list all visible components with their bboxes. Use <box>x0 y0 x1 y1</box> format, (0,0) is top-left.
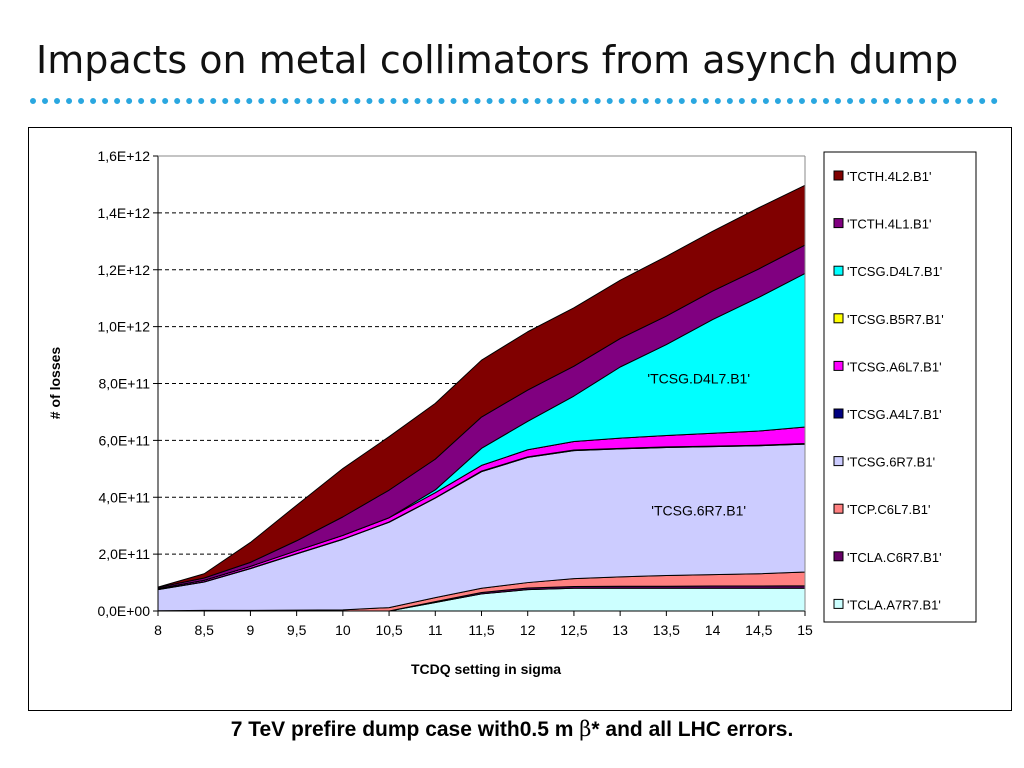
x-tick-label: 10 <box>335 622 351 638</box>
legend-label: 'TCSG.A6L7.B1' <box>847 359 942 374</box>
x-tick-label: 15 <box>797 622 813 638</box>
x-tick-label: 13,5 <box>653 622 680 638</box>
x-tick-label: 9,5 <box>287 622 307 638</box>
legend-label: 'TCSG.B5R7.B1' <box>847 312 944 327</box>
legend-swatch <box>833 170 844 181</box>
x-tick-label: 11,5 <box>468 622 494 638</box>
x-axis-label: TCDQ setting in sigma <box>411 661 561 677</box>
title-divider <box>30 98 998 104</box>
x-tick-label: 14,5 <box>745 622 772 638</box>
legend-swatch <box>833 408 844 419</box>
chart-frame: 0,0E+00 2,0E+11 4,0E+11 6,0E+11 8,0E+11 1,0E+… <box>28 127 1012 711</box>
y-tick-label: 1,2E+12 <box>97 262 150 278</box>
legend-label: 'TCLA.C6R7.B1' <box>847 550 942 565</box>
x-tick-label: 9 <box>247 622 255 638</box>
legend-label: 'TCTH.4L2.B1' <box>847 169 931 184</box>
legend-box <box>823 151 977 623</box>
y-tick-labels: 0,0E+00 2,0E+11 4,0E+11 6,0E+11 8,0E+11 1,0E+… <box>97 148 150 619</box>
x-tick-label: 12 <box>520 622 536 638</box>
x-tick-label: 10,5 <box>375 622 402 638</box>
caption-text-post: * and all LHC errors. <box>591 718 794 741</box>
axes <box>153 155 806 616</box>
legend-swatch <box>833 503 844 514</box>
legend-swatch <box>833 456 844 467</box>
legend-swatch <box>833 218 844 229</box>
legend-swatch <box>833 551 844 562</box>
stacked-area-chart: 0,0E+00 2,0E+11 4,0E+11 6,0E+11 8,0E+11 1,0E+… <box>47 148 977 677</box>
area-annotation: 'TCSG.6R7.B1' <box>651 503 746 519</box>
y-tick-label: 2,0E+11 <box>98 546 150 562</box>
area-annotations: 'TCSG.D4L7.B1' 'TCSG.6R7.B1' <box>647 371 750 519</box>
legend-label: 'TCSG.A4L7.B1' <box>847 407 942 422</box>
legend-swatch <box>833 360 844 371</box>
legend-swatch <box>833 313 844 324</box>
x-tick-label: 11 <box>428 622 443 638</box>
y-tick-label: 1,0E+12 <box>97 319 150 335</box>
y-axis-label: # of losses <box>47 347 63 420</box>
caption-text-pre: 7 TeV prefire dump case with0.5 m <box>230 718 580 741</box>
slide-title: Impacts on metal collimators from asynch… <box>36 38 959 82</box>
y-tick-label: 1,6E+12 <box>97 148 150 164</box>
legend-label: 'TCP.C6L7.B1' <box>847 502 931 517</box>
legend-label: 'TCLA.A7R7.B1' <box>847 597 941 612</box>
y-tick-label: 0,0E+00 <box>97 603 150 619</box>
legend-label: 'TCSG.6R7.B1' <box>847 455 935 470</box>
slide-caption: 7 TeV prefire dump case with0.5 m β* and… <box>0 717 1024 742</box>
x-tick-label: 12,5 <box>560 622 587 638</box>
y-tick-label: 8,0E+11 <box>98 376 150 392</box>
legend: 'TCTH.4L2.B1' 'TCTH.4L1.B1' 'TCSG.D4L7.B1'… <box>823 151 977 623</box>
area-series <box>157 184 806 612</box>
y-tick-label: 6,0E+11 <box>98 432 150 448</box>
caption-beta-symbol: β <box>579 717 592 741</box>
y-tick-label: 1,4E+12 <box>97 205 150 221</box>
area-annotation: 'TCSG.D4L7.B1' <box>647 371 750 387</box>
legend-swatch <box>833 598 844 609</box>
x-tick-label: 8,5 <box>194 622 214 638</box>
legend-swatch <box>833 265 844 276</box>
x-tick-label: 14 <box>705 622 721 638</box>
x-tick-labels: 8 8,5 9 9,5 10 10,5 11 11,5 12 12,5 13 13,5 14 14,5 15 <box>154 622 813 638</box>
y-tick-label: 4,0E+11 <box>98 489 150 505</box>
legend-label: 'TCTH.4L1.B1' <box>847 217 931 232</box>
x-tick-label: 13 <box>612 622 628 638</box>
legend-label: 'TCSG.D4L7.B1' <box>847 264 942 279</box>
x-tick-label: 8 <box>154 622 162 638</box>
